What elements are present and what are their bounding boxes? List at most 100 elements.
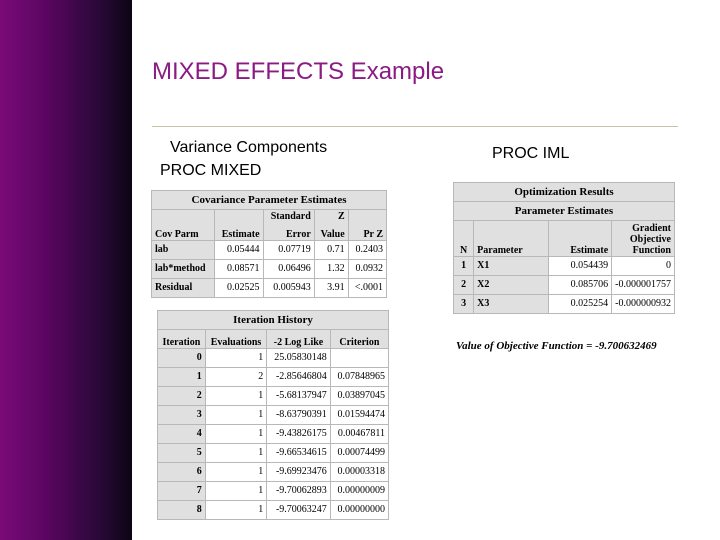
table-cell: 0.06496 bbox=[262, 258, 315, 279]
header-cell: Pr Z bbox=[347, 221, 388, 241]
table-cell: 3.91 bbox=[313, 277, 349, 298]
header-cell: Gradient Objective Function bbox=[611, 220, 675, 257]
header-cell: -2 Log Like bbox=[266, 329, 331, 349]
table-cell: -9.70062893 bbox=[266, 481, 331, 501]
table-row: 3 1 -8.63790391 0.01594474 bbox=[157, 405, 390, 425]
table-cell: 0.05444 bbox=[213, 239, 264, 260]
table-cell: 0.0932 bbox=[347, 258, 388, 279]
table-cell: 0.00000009 bbox=[329, 481, 390, 501]
header-cell: Evaluations bbox=[204, 329, 268, 349]
table-cell: -2.85646804 bbox=[266, 367, 331, 387]
row-label: 1 bbox=[157, 367, 206, 387]
header-cell: Cov Parm bbox=[151, 221, 215, 241]
objective-function-value: Value of Objective Function = -9.7006324… bbox=[456, 340, 657, 352]
table-cell: 0.085706 bbox=[547, 275, 613, 295]
row-label: 3 bbox=[157, 405, 206, 425]
table-cell: -9.66534615 bbox=[266, 443, 331, 463]
table-cell: 0.08571 bbox=[213, 258, 264, 279]
table-cell: 1 bbox=[204, 405, 268, 425]
table-row: lab*method 0.08571 0.06496 1.32 0.0932 bbox=[151, 258, 388, 279]
table-caption: Iteration History bbox=[157, 310, 389, 330]
table-row: 2 1 -5.68137947 0.03897045 bbox=[157, 386, 390, 406]
sidebar-decoration bbox=[0, 0, 132, 540]
title-divider bbox=[152, 126, 678, 127]
table-cell: -9.43826175 bbox=[266, 424, 331, 444]
slide-title: MIXED EFFECTS Example bbox=[152, 58, 445, 85]
table-cell: 0.00000000 bbox=[329, 500, 390, 520]
iteration-history-table: Iteration History Iteration Evaluations … bbox=[157, 310, 390, 520]
header-cell bbox=[347, 209, 388, 222]
table-row: lab 0.05444 0.07719 0.71 0.2403 bbox=[151, 239, 388, 260]
row-label: 3 bbox=[452, 294, 475, 314]
table-cell bbox=[329, 348, 390, 368]
table-cell: 0.02525 bbox=[213, 277, 264, 298]
table-cell: 1 bbox=[204, 500, 268, 520]
proc-mixed-heading: PROC MIXED bbox=[160, 162, 262, 179]
table-cell: -9.69923476 bbox=[266, 462, 331, 482]
table-cell: 1.32 bbox=[313, 258, 349, 279]
iml-parameter-table: Optimization Results Parameter Estimates… bbox=[452, 182, 675, 314]
table-cell: 0.01594474 bbox=[329, 405, 390, 425]
row-label: 6 bbox=[157, 462, 206, 482]
header-cell: Standard bbox=[262, 209, 315, 222]
table-cell: 0.07719 bbox=[262, 239, 315, 260]
row-label: 4 bbox=[157, 424, 206, 444]
header-cell: Iteration bbox=[157, 329, 206, 349]
table-cell: 2 bbox=[204, 367, 268, 387]
header-cell: Criterion bbox=[329, 329, 390, 349]
table-cell: 0.07848965 bbox=[329, 367, 390, 387]
table-cell: 1 bbox=[204, 481, 268, 501]
header-cell bbox=[213, 209, 264, 222]
table-row: 3 X3 0.025254 -0.000000932 bbox=[452, 294, 675, 314]
table-row: 0 1 25.05830148 bbox=[157, 348, 390, 368]
table-cell: -9.70063247 bbox=[266, 500, 331, 520]
table-cell: -0.000001757 bbox=[611, 275, 675, 295]
row-label: lab*method bbox=[151, 258, 215, 279]
table-row: 1 X1 0.054439 0 bbox=[452, 256, 675, 276]
table-row: 6 1 -9.69923476 0.00003318 bbox=[157, 462, 390, 482]
row-label: Residual bbox=[151, 277, 215, 298]
table-row: 8 1 -9.70063247 0.00000000 bbox=[157, 500, 390, 520]
table-cell: 1 bbox=[204, 348, 268, 368]
table-cell: 0.025254 bbox=[547, 294, 613, 314]
row-label: 2 bbox=[452, 275, 475, 295]
variance-components-heading: Variance Components bbox=[170, 139, 328, 156]
table-cell: 25.05830148 bbox=[266, 348, 331, 368]
table-row: Residual 0.02525 0.005943 3.91 <.0001 bbox=[151, 277, 388, 298]
table-caption: Covariance Parameter Estimates bbox=[151, 190, 387, 210]
table-row: 4 1 -9.43826175 0.00467811 bbox=[157, 424, 390, 444]
table-subcaption: Parameter Estimates bbox=[453, 201, 675, 221]
row-label: X2 bbox=[473, 275, 549, 295]
header-cell: N bbox=[452, 220, 475, 257]
header-cell: Z bbox=[313, 209, 349, 222]
header-cell: Estimate bbox=[213, 221, 264, 241]
table-cell: -0.000000932 bbox=[611, 294, 675, 314]
table-cell: 0.00003318 bbox=[329, 462, 390, 482]
row-label: 7 bbox=[157, 481, 206, 501]
header-cell: Error bbox=[262, 221, 315, 241]
table-cell: 1 bbox=[204, 462, 268, 482]
table-row: 1 2 -2.85646804 0.07848965 bbox=[157, 367, 390, 387]
table-row: 5 1 -9.66534615 0.00074499 bbox=[157, 443, 390, 463]
row-label: 0 bbox=[157, 348, 206, 368]
header-cell bbox=[151, 209, 215, 222]
row-label: 5 bbox=[157, 443, 206, 463]
table-cell: 1 bbox=[204, 443, 268, 463]
table-cell: 0.005943 bbox=[262, 277, 315, 298]
proc-iml-heading: PROC IML bbox=[492, 145, 570, 162]
table-row: 2 X2 0.085706 -0.000001757 bbox=[452, 275, 675, 295]
table-cell: <.0001 bbox=[347, 277, 388, 298]
table-cell: 0.71 bbox=[313, 239, 349, 260]
table-cell: 1 bbox=[204, 424, 268, 444]
table-cell: 0.00074499 bbox=[329, 443, 390, 463]
row-label: lab bbox=[151, 239, 215, 260]
table-cell: -5.68137947 bbox=[266, 386, 331, 406]
row-label: X3 bbox=[473, 294, 549, 314]
row-label: 8 bbox=[157, 500, 206, 520]
header-cell: Value bbox=[313, 221, 349, 241]
table-cell: 0.054439 bbox=[547, 256, 613, 276]
covariance-parameter-table: Covariance Parameter Estimates Standard … bbox=[151, 190, 388, 298]
table-row: 7 1 -9.70062893 0.00000009 bbox=[157, 481, 390, 501]
table-cell: 0 bbox=[611, 256, 675, 276]
row-label: X1 bbox=[473, 256, 549, 276]
